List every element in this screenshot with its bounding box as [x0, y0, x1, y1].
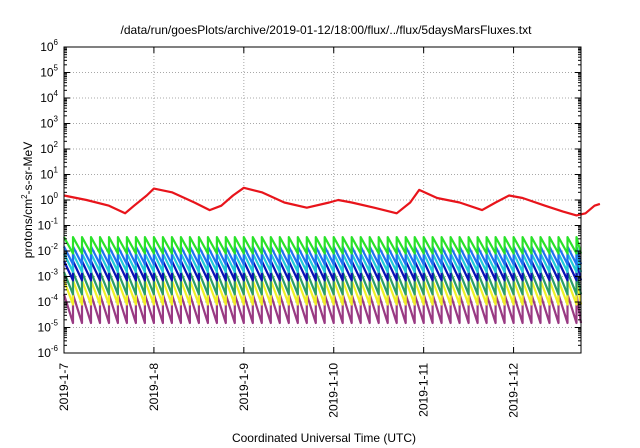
chart-title: /data/run/goesPlots/archive/2019-01-12/1… [121, 23, 533, 37]
y-tick-label: 106 [40, 38, 58, 54]
y-axis-label: protons/cm2-s-sr-MeV [20, 142, 35, 258]
y-tick-label: 105 [40, 64, 58, 80]
x-tick-label: 2019-1-8 [147, 363, 161, 411]
y-tick-label: 101 [40, 166, 58, 182]
series-line [63, 236, 583, 255]
y-tick-label: 10-1 [38, 217, 59, 233]
x-axis-ticks: 2019-1-7 2019-1-8 2019-1-9 2019-1-10 2019-1-… [57, 47, 521, 418]
y-tick-label: 102 [40, 140, 58, 156]
y-tick-label: 10-5 [38, 319, 59, 335]
x-tick-label: 2019-1-7 [57, 363, 71, 411]
x-tick-label: 2019-1-11 [417, 363, 431, 417]
x-tick-label: 2019-1-12 [507, 363, 521, 418]
y-tick-label: 10-2 [38, 242, 59, 258]
y-tick-label: 104 [40, 89, 58, 105]
x-tick-label: 2019-1-10 [327, 363, 341, 418]
y-tick-label: 100 [40, 191, 58, 207]
y-tick-label: 10-6 [38, 344, 59, 360]
y-tick-label: 10-3 [38, 268, 59, 284]
x-axis-label: Coordinated Universal Time (UTC) [232, 431, 416, 445]
x-tick-label: 2019-1-9 [237, 363, 251, 411]
series-line [63, 186, 601, 217]
y-axis-ticks: 10-6 10-5 10-4 10-3 10-2 10-1 100 101 102 103 104 1… [38, 38, 581, 360]
series-layer [62, 186, 601, 325]
y-tick-label: 103 [40, 115, 58, 131]
y-tick-label: 10-4 [38, 293, 59, 309]
